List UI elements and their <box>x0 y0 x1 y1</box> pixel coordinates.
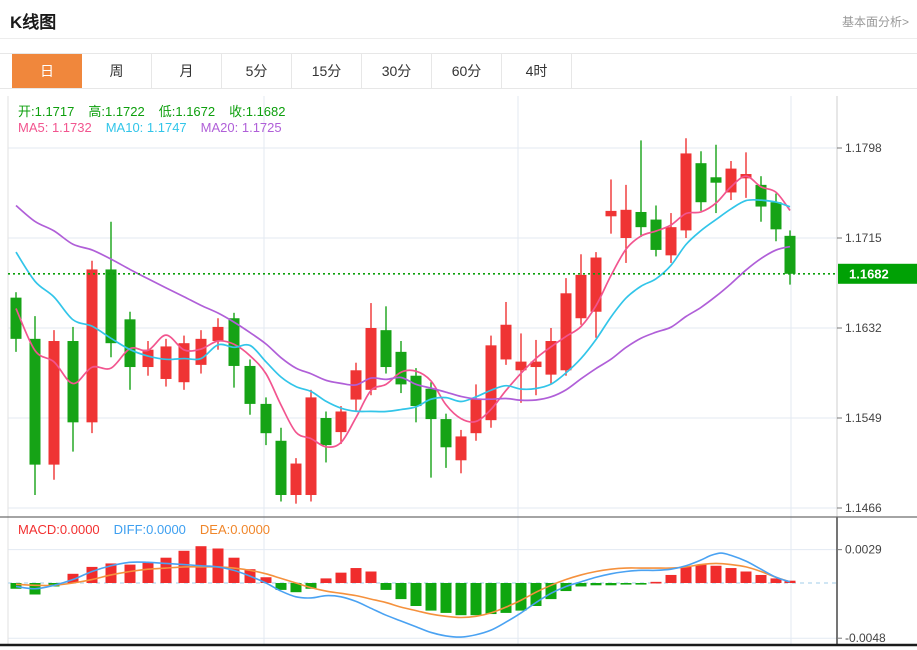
ohlc-item-2: 低:1.1672 <box>158 104 216 119</box>
current-price-badge: 1.1682 <box>838 263 917 284</box>
tab-30min[interactable]: 30分 <box>362 54 432 88</box>
svg-text:1.1715: 1.1715 <box>845 231 882 245</box>
svg-text:1.1549: 1.1549 <box>845 411 882 425</box>
ohlc-item-3: 收:1.1682 <box>229 104 286 119</box>
ohlc-item-1: 高:1.1722 <box>88 104 145 119</box>
tab-day[interactable]: 日 <box>12 54 82 88</box>
svg-text:0.0029: 0.0029 <box>845 543 882 557</box>
tab-week[interactable]: 周 <box>82 54 152 88</box>
tab-4hour[interactable]: 4时 <box>502 54 572 88</box>
ma5-line <box>15 175 791 448</box>
diff-line <box>15 552 791 638</box>
ma-item-0: MA5: 1.1732 <box>18 120 92 135</box>
price-axis-labels: 1.1798 1.1715 1.1632 1.1549 1.1466 <box>837 141 882 515</box>
chart-frame <box>0 96 917 647</box>
ma10-line <box>15 198 791 413</box>
ma20-line <box>15 204 791 402</box>
svg-text:-0.0048: -0.0048 <box>845 631 886 645</box>
macd-histogram <box>10 546 796 616</box>
svg-text:1.1466: 1.1466 <box>845 501 882 515</box>
ma-item-2: MA20: 1.1725 <box>200 120 282 135</box>
svg-text:1.1798: 1.1798 <box>845 141 882 155</box>
title-divider <box>0 38 917 39</box>
candles-layer <box>10 138 796 504</box>
macd-item-1: DIFF:0.0000 <box>113 522 186 537</box>
gridlines <box>8 96 837 644</box>
macd-legend: MACD:0.0000 DIFF:0.0000 DEA:0.0000 <box>18 522 284 537</box>
svg-text:1.1682: 1.1682 <box>849 266 889 281</box>
period-tabs: 日周月 5分 15分 30分 60分 4时 <box>12 54 572 88</box>
period-tabs-row: 日周月 5分 15分 30分 60分 4时 <box>0 53 917 89</box>
macd-axis-labels: 0.0029 -0.0048 <box>837 543 886 645</box>
macd-item-0: MACD:0.0000 <box>18 522 100 537</box>
ohlc-item-0: 开:1.1717 <box>18 104 75 119</box>
svg-text:1.1632: 1.1632 <box>845 321 882 335</box>
page-title: K线图 <box>10 13 57 32</box>
tab-60min[interactable]: 60分 <box>432 54 502 88</box>
tab-15min[interactable]: 15分 <box>292 54 362 88</box>
ma-item-1: MA10: 1.1747 <box>105 120 187 135</box>
fundamental-analysis-link[interactable]: 基本面分析> <box>841 15 909 29</box>
ma-legend: MA5: 1.1732 MA10: 1.1747 MA20: 1.1725 <box>18 120 296 135</box>
ohlc-legend: 开:1.1717 高:1.1722 低:1.1672 收:1.1682 <box>18 101 300 120</box>
macd-item-2: DEA:0.0000 <box>199 522 271 537</box>
tab-month[interactable]: 月 <box>152 54 222 88</box>
kline-chart-canvas[interactable]: 1.1682 1.1798 1.1715 1.1632 1.1549 1.1466 0.00… <box>0 96 917 650</box>
dea-line <box>15 562 791 619</box>
tab-5min[interactable]: 5分 <box>222 54 292 88</box>
